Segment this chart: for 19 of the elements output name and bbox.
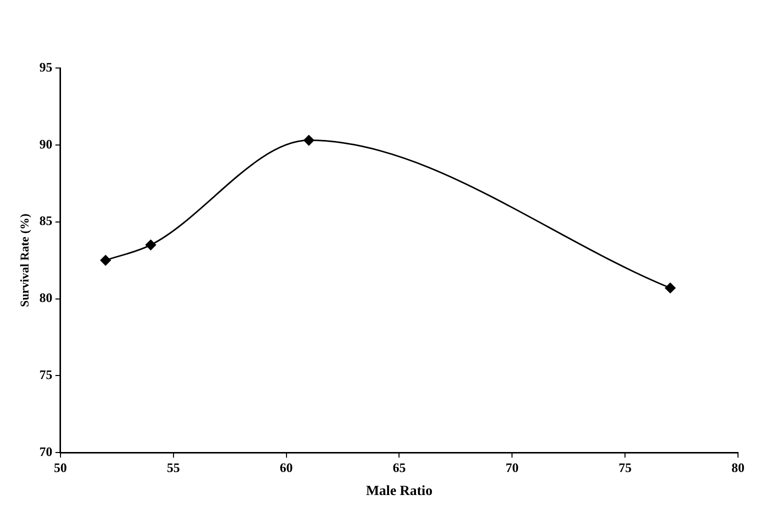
y-tick-label: 80 <box>39 290 52 306</box>
x-tick-label: 80 <box>732 460 744 475</box>
point <box>304 135 314 146</box>
y-tick-label: 70 <box>39 444 52 459</box>
x-tick-label: 50 <box>54 460 67 475</box>
x-tick-label: 60 <box>280 460 293 475</box>
y-tick-label: 90 <box>39 136 52 152</box>
point <box>145 240 156 250</box>
point <box>100 255 111 266</box>
x-tick-label: 65 <box>392 460 406 475</box>
x-tick-label: 75 <box>618 460 632 475</box>
x-axis-title: Male Ratio <box>366 484 432 500</box>
x-tick-label: 70 <box>506 460 519 475</box>
point <box>664 282 676 294</box>
y-axis-title: Survival Rate (%) <box>17 214 32 307</box>
y-tick-label: 75 <box>39 367 53 382</box>
y-tick-label: 95 <box>39 59 53 74</box>
x-tick-label: 55 <box>166 460 180 475</box>
y-tick-label: 85 <box>39 213 53 228</box>
